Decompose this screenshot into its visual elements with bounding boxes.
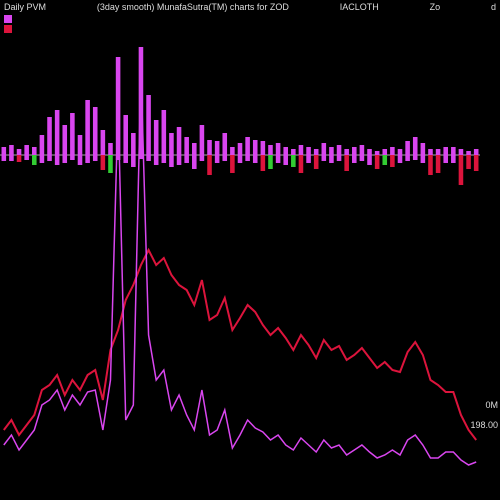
volume-swatch (4, 15, 12, 23)
header-center-left: (3day smooth) MunafaSutra(TM) charts for… (97, 2, 289, 12)
legend-volume-label: Volume (14, 14, 44, 24)
legend-volume: Volume (4, 14, 44, 24)
chart-header: Daily PVM (3day smooth) MunafaSutra(TM) … (0, 2, 500, 12)
header-left: Daily PVM (4, 2, 46, 12)
price-axis-label: 198.00 (470, 420, 498, 430)
chart-area (0, 40, 480, 500)
legend-price-label: Price (14, 24, 35, 34)
header-center-right: IACLOTH (340, 2, 379, 12)
chart-legend: Volume Price (4, 14, 44, 34)
volume-axis-label: 0M (485, 400, 498, 410)
header-right-2: d (491, 2, 496, 12)
header-right-1: Zo (430, 2, 441, 12)
price-swatch (4, 25, 12, 33)
chart-svg (0, 40, 480, 500)
legend-price: Price (4, 24, 44, 34)
